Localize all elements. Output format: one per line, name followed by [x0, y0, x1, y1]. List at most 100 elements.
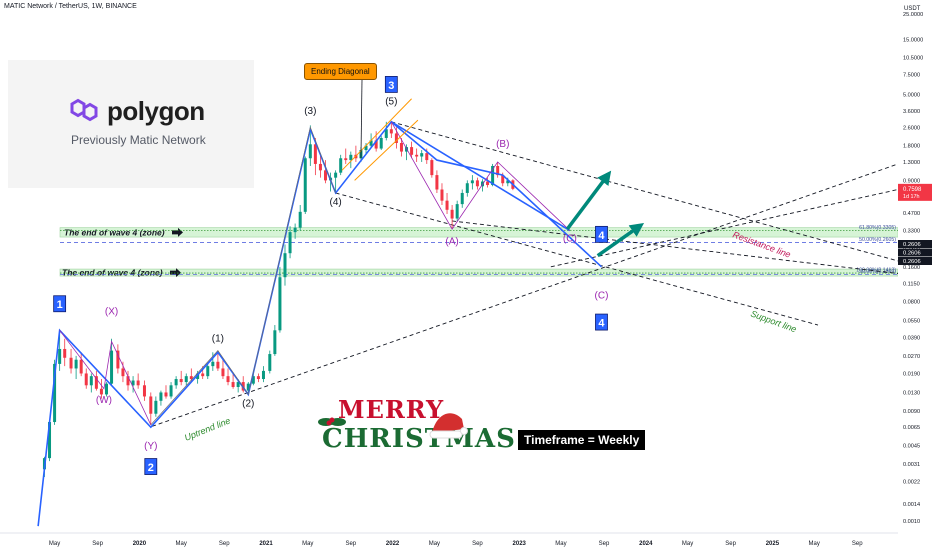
- candle-body: [99, 388, 103, 395]
- candle-body: [189, 376, 193, 380]
- candle-body: [440, 189, 444, 201]
- candle-body: [142, 385, 146, 397]
- callout-pointer: [360, 79, 363, 159]
- wave-label: (3): [304, 106, 316, 117]
- candle-body: [273, 330, 277, 355]
- price-tag: [898, 257, 932, 265]
- candle-body: [179, 379, 183, 383]
- x-tick-label: 2021: [259, 541, 273, 547]
- y-tick-label: 0.0190: [903, 371, 920, 377]
- candle-body: [79, 359, 83, 374]
- candle-body: [196, 373, 200, 380]
- price-axis: [898, 0, 932, 550]
- zone-arrow-icon: [172, 227, 183, 237]
- fib-level-label: 50.00%(0.1369): [859, 269, 896, 275]
- logo-wordmark: polygon: [107, 96, 205, 126]
- uptrend-line: [151, 163, 899, 427]
- candle-body: [221, 368, 225, 377]
- wxy-sub-wave: [59, 330, 152, 426]
- wave-box-text: 3: [388, 80, 394, 92]
- wave-label: (X): [105, 306, 118, 317]
- y-tick-label: 0.1150: [903, 281, 920, 287]
- candle-body: [394, 133, 398, 143]
- uptrend-line-label: Uptrend line: [183, 415, 232, 442]
- x-tick-label: May: [682, 541, 693, 547]
- candle-body: [445, 200, 449, 210]
- wave-label: (B): [496, 139, 509, 150]
- wave-box: [595, 313, 608, 331]
- candle-body: [491, 165, 495, 186]
- support-line-label: Support line: [749, 308, 798, 334]
- wave-box-label: 4: [595, 225, 608, 243]
- x-tick-label: Sep: [472, 541, 483, 547]
- x-tick-label: Sep: [725, 541, 736, 547]
- santa-hat-icon: [429, 413, 468, 439]
- candle-body: [389, 129, 393, 134]
- elliott-wave-path: [37, 120, 603, 527]
- wave-label: (W): [96, 395, 112, 406]
- y-tick-label: 0.0390: [903, 335, 920, 341]
- candle-body: [69, 357, 73, 369]
- zone-arrow-icon: [170, 268, 181, 278]
- y-tick-label: 15.0000: [903, 38, 923, 44]
- y-tick-label: 0.1600: [903, 265, 920, 271]
- candle-body: [236, 382, 240, 387]
- candle-body: [278, 277, 282, 331]
- candle-body: [369, 140, 373, 146]
- x-tick-label: Sep: [345, 541, 356, 547]
- logo-panel: [8, 60, 254, 188]
- wave-box: [53, 295, 67, 313]
- zone-label: The end of wave 4 (zone): [62, 268, 181, 278]
- candle-body: [501, 175, 505, 184]
- candle-body: [349, 154, 353, 161]
- candle-body: [174, 379, 178, 386]
- candle-body: [184, 376, 188, 383]
- candle-body: [379, 137, 383, 149]
- fib-level-label: 61.80%(0.3305): [859, 225, 896, 231]
- candle-body: [226, 376, 230, 383]
- candle-body: [216, 361, 220, 369]
- current-price-tag: [898, 183, 932, 201]
- candle-body: [410, 147, 414, 155]
- candle-body: [486, 181, 490, 186]
- y-tick-label: 0.0045: [903, 444, 920, 450]
- price-tag: [898, 240, 932, 248]
- wave-label: (1): [212, 333, 224, 344]
- candle-body: [246, 383, 250, 391]
- candle-body: [450, 209, 454, 219]
- bullish-arrow-1: [565, 170, 612, 231]
- x-tick-label: Sep: [599, 541, 610, 547]
- wave-box-label: 1: [53, 295, 67, 313]
- candle-body: [334, 172, 338, 178]
- candle-body: [94, 376, 98, 389]
- lower-channel-line: [452, 220, 899, 274]
- candle-body: [293, 227, 297, 233]
- price-tag-value: 0.2606: [903, 251, 921, 257]
- zone-label: The end of wave 4 (zone): [64, 227, 183, 237]
- zone-label-text: The end of wave 4 (zone): [62, 268, 163, 278]
- wave-box-label: 4: [595, 313, 608, 331]
- candle-body: [415, 154, 419, 157]
- x-tick-label: 2025: [766, 541, 780, 547]
- candle-body: [84, 373, 88, 386]
- candle-body: [116, 350, 120, 369]
- candle-body: [496, 165, 500, 176]
- wave-label: (C): [595, 290, 609, 301]
- candle-body: [136, 380, 140, 386]
- candle-body: [318, 163, 322, 171]
- candle-body: [465, 183, 469, 193]
- wave-box-text: 2: [148, 462, 154, 474]
- x-tick-label: May: [49, 541, 60, 547]
- wave-label: (C): [563, 234, 577, 245]
- fib-level-label: 50.00%(0.2605): [859, 237, 896, 243]
- wave4-zone: [59, 268, 899, 277]
- candle-body: [53, 363, 57, 423]
- y-tick-label: 0.0270: [903, 354, 920, 360]
- candle-body: [313, 144, 317, 164]
- candle-body: [261, 370, 265, 380]
- candle-body: [324, 170, 328, 181]
- y-tick-label: 1.3000: [903, 160, 920, 166]
- price-tag-value: 0.2606: [903, 242, 921, 248]
- candle-body: [126, 376, 130, 386]
